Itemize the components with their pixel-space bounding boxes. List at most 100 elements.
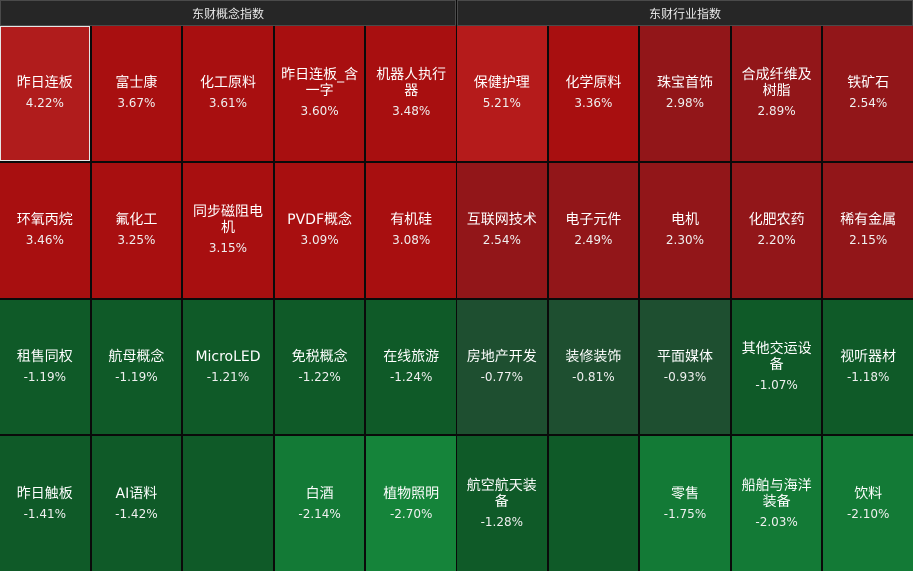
tile-name: 电子元件 — [565, 212, 622, 229]
tile-change-percent: -1.19% — [115, 369, 158, 384]
tile-change-percent: 2.49% — [574, 233, 613, 248]
tile-change-percent: -1.21% — [206, 369, 250, 384]
heatmap-tile[interactable]: 饮料 -2.10% — [823, 436, 913, 571]
tile-name: PVDF概念 — [287, 212, 353, 229]
tile-change-percent: -1.28% — [480, 514, 524, 529]
tile-name: 航母概念 — [108, 348, 165, 365]
tile-change-percent: 3.46% — [25, 233, 64, 248]
heatmap-tile[interactable]: 氟化工 3.25% — [91, 162, 182, 298]
tile-name: 化肥农药 — [748, 212, 805, 229]
heatmap-tile[interactable]: 稀有金属 2.15% — [823, 162, 913, 298]
tile-name: 航空航天装备 — [466, 477, 537, 510]
tile-name: AI语料 — [115, 485, 158, 502]
tile-change-percent: -0.81% — [572, 369, 615, 384]
heatmap-tile[interactable]: 船舶与海洋装备 -2.03% — [731, 436, 822, 571]
tile-name: 零售 — [670, 485, 699, 502]
tile-name: 富士康 — [115, 75, 158, 92]
heatmap-tile[interactable]: 免税概念 -1.22% — [274, 299, 365, 435]
heatmap-tile[interactable]: 富士康 3.67% — [91, 26, 182, 161]
industry-index-panel: 东财行业指数 保健护理 5.21% 化学原料 3.36% 珠宝首饰 2.98% 合成纤维及树… — [457, 0, 913, 571]
heatmap-tile[interactable]: 航母概念 -1.19% — [91, 299, 182, 435]
tile-name: 铁矿石 — [847, 75, 890, 92]
heatmap-tile[interactable]: 保健护理 5.21% — [457, 26, 547, 161]
heatmap-tile[interactable]: 其他交运设备 -1.07% — [731, 299, 822, 435]
tile-change-percent: -0.93% — [663, 369, 707, 384]
heatmap-tile[interactable]: 化工原料 3.61% — [183, 26, 273, 161]
tile-change-percent: 3.60% — [300, 104, 339, 119]
heatmap-tile[interactable]: 电子元件 2.49% — [548, 162, 639, 298]
heatmap-tile[interactable]: 昨日连板_含一字 3.60% — [274, 26, 365, 161]
heatmap-tile[interactable]: AI语料 -1.42% — [91, 436, 182, 571]
tile-change-percent: -2.10% — [846, 506, 890, 521]
heatmap-tile[interactable]: 铁矿石 2.54% — [823, 26, 913, 161]
tile-change-percent: 2.20% — [757, 233, 796, 248]
tile-change-percent: 3.48% — [392, 104, 431, 119]
tile-name: 免税概念 — [291, 348, 348, 365]
heatmap-tile[interactable]: 视听器材 -1.18% — [823, 299, 913, 435]
concept-index-grid: 昨日连板 4.22% 富士康 3.67% 化工原料 3.61% 昨日连板_含一字 3.60% 机… — [0, 26, 456, 571]
heatmap-tile[interactable]: 零售 -1.75% — [640, 436, 730, 571]
heatmap-tile[interactable]: 有机硅 3.08% — [366, 162, 456, 298]
heatmap-tile[interactable] — [183, 436, 273, 571]
tile-name: 昨日触板 — [16, 485, 73, 502]
tile-change-percent: 3.25% — [117, 233, 156, 248]
tile-name: 机器人执行器 — [376, 67, 447, 100]
heatmap-tile[interactable]: 互联网技术 2.54% — [457, 162, 547, 298]
tile-name: 房地产开发 — [466, 348, 537, 365]
tile-name: 昨日连板 — [16, 75, 73, 92]
heatmap-tile[interactable]: 租售同权 -1.19% — [0, 299, 90, 435]
tile-name: 互联网技术 — [466, 212, 537, 229]
heatmap-tile[interactable]: MicroLED -1.21% — [183, 299, 273, 435]
tile-change-percent: 2.98% — [665, 96, 705, 111]
tile-change-percent: -1.24% — [389, 369, 433, 384]
heatmap-tile[interactable]: 电机 2.30% — [640, 162, 730, 298]
heatmap-tile[interactable]: 房地产开发 -0.77% — [457, 299, 547, 435]
tile-change-percent: 2.30% — [665, 233, 705, 248]
concept-index-panel: 东财概念指数 昨日连板 4.22% 富士康 3.67% 化工原料 3.61% 昨日连板_含一… — [0, 0, 456, 571]
heatmap-tile[interactable]: 环氧丙烷 3.46% — [0, 162, 90, 298]
heatmap-tile[interactable]: 白酒 -2.14% — [274, 436, 365, 571]
tile-change-percent: 3.08% — [392, 233, 431, 248]
tile-change-percent: -0.77% — [480, 369, 524, 384]
tile-name: 平面媒体 — [656, 348, 713, 365]
tile-name: 租售同权 — [16, 348, 73, 365]
heatmap-tile[interactable]: 珠宝首饰 2.98% — [640, 26, 730, 161]
heatmap-tile[interactable]: PVDF概念 3.09% — [274, 162, 365, 298]
tile-change-percent: 5.21% — [482, 96, 521, 111]
heatmap-tile[interactable]: 航空航天装备 -1.28% — [457, 436, 547, 571]
tile-name: 同步磁阻电机 — [192, 204, 263, 237]
tile-change-percent: -1.19% — [23, 369, 67, 384]
heatmap-tile[interactable]: 同步磁阻电机 3.15% — [183, 162, 273, 298]
heatmap-tile[interactable]: 昨日连板 4.22% — [0, 26, 90, 161]
industry-index-grid: 保健护理 5.21% 化学原料 3.36% 珠宝首饰 2.98% 合成纤维及树脂 2.89% 铁… — [457, 26, 913, 571]
heatmap-tile[interactable]: 机器人执行器 3.48% — [366, 26, 456, 161]
tile-change-percent: 3.67% — [117, 96, 156, 111]
heatmap-tile[interactable]: 在线旅游 -1.24% — [366, 299, 456, 435]
heatmap-tile[interactable]: 平面媒体 -0.93% — [640, 299, 730, 435]
tile-name: 其他交运设备 — [741, 340, 812, 373]
tile-name: 植物照明 — [383, 485, 440, 502]
tile-name: MicroLED — [195, 348, 261, 365]
heatmap-tile[interactable]: 化肥农药 2.20% — [731, 162, 822, 298]
tile-change-percent: 3.09% — [300, 233, 339, 248]
tile-name: 合成纤维及树脂 — [741, 67, 812, 100]
heatmap-tile[interactable]: 化学原料 3.36% — [548, 26, 639, 161]
tile-name: 电机 — [670, 212, 699, 229]
tile-name: 饮料 — [854, 485, 883, 502]
heatmap-tile[interactable] — [548, 436, 639, 571]
tile-name: 氟化工 — [115, 212, 158, 229]
tile-name: 化工原料 — [199, 75, 256, 92]
tile-name: 在线旅游 — [383, 348, 440, 365]
heatmap-tile[interactable]: 昨日触板 -1.41% — [0, 436, 90, 571]
tile-change-percent: 3.36% — [574, 96, 613, 111]
heatmap-tile[interactable]: 植物照明 -2.70% — [366, 436, 456, 571]
tile-name: 有机硅 — [390, 212, 433, 229]
tile-change-percent: -1.07% — [755, 377, 798, 392]
tile-change-percent: -1.42% — [115, 506, 158, 521]
heatmap-tile[interactable]: 合成纤维及树脂 2.89% — [731, 26, 822, 161]
tile-change-percent: 3.61% — [208, 96, 248, 111]
tile-change-percent: 2.54% — [482, 233, 521, 248]
tile-change-percent: 2.54% — [849, 96, 888, 111]
heatmap-tile[interactable]: 装修装饰 -0.81% — [548, 299, 639, 435]
tile-name: 保健护理 — [473, 75, 530, 92]
